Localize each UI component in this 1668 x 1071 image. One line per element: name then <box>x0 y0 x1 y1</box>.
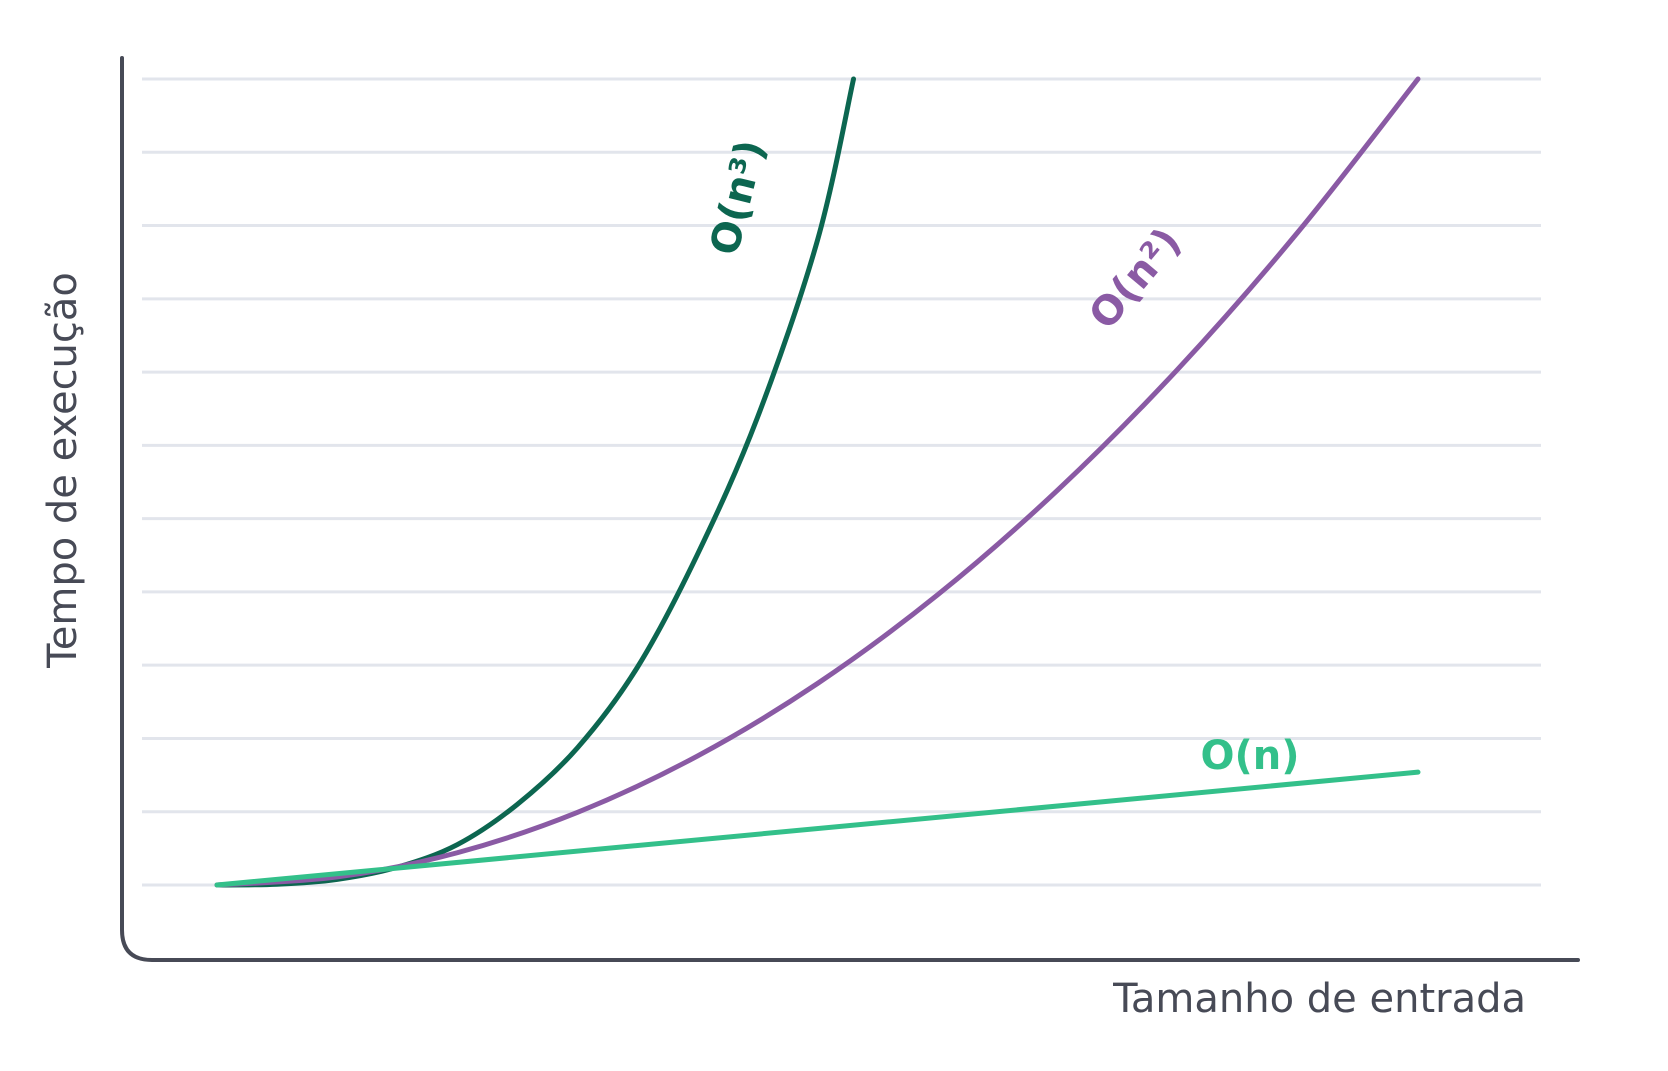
x-axis-label: Tamanho de entrada <box>1112 976 1526 1022</box>
y-axis-label: Tempo de execução <box>40 272 86 669</box>
series-lines <box>214 76 1421 888</box>
series-n-squared-line <box>214 76 1421 888</box>
gridlines <box>142 77 1541 887</box>
series-n-cubed-label: O(n³) <box>702 135 775 259</box>
series-n-label: O(n) <box>1200 733 1299 779</box>
series-labels: O(n³) O(n²) O(n) <box>702 135 1300 779</box>
series-n-squared-label: O(n²) <box>1080 219 1190 338</box>
axes <box>120 56 1580 962</box>
series-n-line <box>214 769 1421 888</box>
